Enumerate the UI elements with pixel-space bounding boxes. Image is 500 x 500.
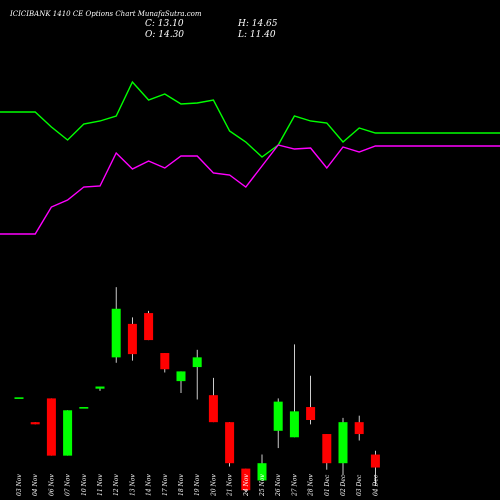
x-axis: 03 Nov 04 Nov 06 Nov 07 Nov 10 Nov 11 Nov 12 N… [16, 474, 379, 497]
candle-body [225, 422, 235, 464]
candle-body [14, 397, 24, 399]
candles [14, 287, 380, 493]
candle-body [289, 411, 299, 438]
x-tick-label: 25 Nov [259, 474, 266, 497]
x-tick-label: 21 Nov [227, 474, 234, 497]
high-readout: H: 14.65 [237, 19, 278, 29]
candle [354, 415, 364, 441]
candle-body [63, 410, 73, 456]
x-tick-label: 06 Nov [48, 474, 55, 496]
candle [273, 398, 283, 449]
candle-body [79, 407, 89, 409]
candle [192, 349, 202, 400]
x-tick-label: 02 Dec [340, 474, 347, 496]
close-readout: C: 13.10 [145, 19, 184, 29]
candle [338, 417, 348, 476]
candle [322, 434, 332, 470]
x-tick-label: 18 Nov [178, 474, 185, 496]
candle [14, 397, 24, 399]
candle-body [273, 401, 283, 431]
candle [160, 353, 170, 373]
candle [370, 450, 380, 486]
candle [111, 287, 121, 363]
candle-body [370, 454, 380, 468]
candle [208, 377, 218, 423]
candle-body [192, 357, 202, 368]
candle [289, 344, 299, 438]
candle-body [322, 434, 332, 464]
x-tick-label: 26 Nov [275, 474, 282, 497]
candle-body [160, 353, 170, 370]
x-tick-label: 24 Nov [243, 474, 250, 497]
candle-body [30, 422, 40, 425]
candle-body [257, 463, 267, 481]
x-tick-label: 28 Nov [308, 474, 315, 497]
open-readout: O: 14.30 [145, 30, 184, 40]
x-tick-label: 19 Nov [194, 474, 201, 496]
candle-body [144, 313, 154, 341]
indicator-line-2 [0, 144, 500, 235]
x-tick-label: 04 Nov [32, 474, 39, 496]
x-tick-label: 03 Dec [356, 474, 363, 496]
indicator-line-1 [0, 80, 500, 158]
candle [127, 317, 137, 361]
x-tick-label: 03 Nov [16, 474, 23, 496]
candle [241, 468, 251, 493]
candle-body [111, 308, 121, 358]
x-tick-label: 04 Dec [372, 474, 379, 496]
candle [79, 407, 89, 409]
x-tick-label: 07 Nov [65, 474, 72, 496]
x-tick-label: 17 Nov [162, 474, 169, 496]
low-readout: L: 11.40 [237, 30, 276, 40]
candle [46, 398, 56, 456]
indicator-lines [0, 80, 500, 235]
x-tick-label: 27 Nov [291, 474, 298, 497]
x-tick-label: 12 Nov [113, 474, 120, 496]
candle [144, 310, 154, 341]
candle-body [338, 422, 348, 464]
candle-body [306, 407, 316, 420]
x-tick-label: 14 Nov [146, 474, 153, 496]
x-tick-label: 01 Dec [324, 474, 331, 496]
candle-body [46, 398, 56, 456]
candle [306, 375, 316, 425]
x-tick-label: 20 Nov [210, 474, 217, 497]
candle [225, 422, 235, 467]
x-tick-label: 13 Nov [129, 474, 136, 496]
candle [257, 454, 267, 481]
candle-body [95, 386, 105, 389]
chart-title: ICICIBANK 1410 CE Options Chart MunafaSu… [9, 10, 202, 18]
candle-body [241, 468, 251, 491]
candle-body [354, 422, 364, 435]
candle-body [127, 323, 137, 355]
candle [176, 371, 186, 393]
x-tick-label: 11 Nov [97, 474, 104, 496]
candle [30, 422, 40, 425]
candle-body [208, 395, 218, 423]
x-tick-label: 10 Nov [81, 474, 88, 496]
candle [63, 410, 73, 456]
candle [95, 386, 105, 391]
candle-body [176, 371, 186, 382]
